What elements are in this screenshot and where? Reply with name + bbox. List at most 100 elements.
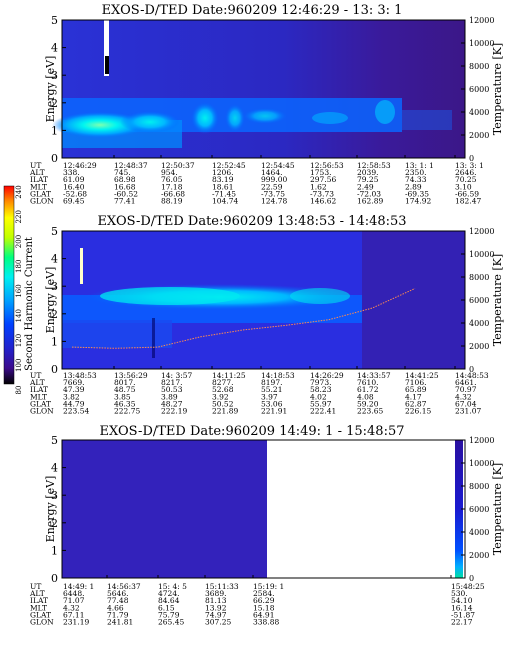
orbit-cell: 14:48:53 [455, 371, 489, 380]
orbit-cell: -51.87 [451, 610, 475, 619]
colorbar-ticks: 240 220 200 180 160 140 120 100 80 [15, 185, 23, 394]
orbit-cell: 70.97 [455, 385, 477, 394]
colorbar-tick-label: 180 [15, 260, 23, 273]
temperature-tick-label: 0 [469, 574, 474, 583]
orbit-row-label: UT [30, 161, 41, 170]
energy-tick-label: 5 [51, 14, 58, 27]
orbit-cell: 124.78 [261, 197, 287, 206]
orbit-cell: 338. [63, 168, 80, 177]
orbit-cell: 74.33 [405, 175, 427, 184]
orbit-cell: 222.75 [114, 407, 140, 416]
orbit-cell: 174.92 [405, 197, 431, 206]
energy-tick-label: 0 [51, 572, 58, 585]
orbit-row-label: GLON [30, 618, 54, 627]
orbit-cell: 231.07 [455, 407, 481, 416]
colorbar-tick-label: 160 [15, 284, 23, 297]
temperature-tick-label: 4000 [469, 108, 489, 117]
orbit-row-label: UT [30, 582, 41, 591]
orbit-cell: 18.61 [212, 182, 233, 191]
orbit-cell: 64.91 [253, 610, 274, 619]
orbit-cell: 16.14 [451, 603, 473, 612]
orbit-cell: 2.89 [405, 182, 422, 191]
orbit-cell: 3.10 [455, 182, 472, 191]
energy-tick-label: 2 [51, 97, 58, 110]
panel-2-temperature-trace [71, 288, 416, 349]
colorbar-tick-label: 220 [15, 210, 23, 223]
temperature-tick-label: 8000 [469, 62, 489, 71]
panel-3-title: EXOS-D/TED Date:960209 14:49: 1 - 15:48:… [100, 424, 405, 439]
temperature-tick-label: 8000 [469, 273, 489, 282]
orbit-cell: 7106. [405, 378, 426, 387]
orbit-cell: 338.88 [253, 618, 279, 627]
orbit-row-label: MLT [30, 603, 47, 612]
energy-tick-label: 4 [51, 462, 58, 475]
panel-2-y-ticks: 0 1 2 3 4 5 0 2000 4000 6000 8000 10000 12000 [51, 225, 494, 376]
orbit-cell: 2584. [253, 589, 274, 598]
orbit-cell: 13: 3: 1 [455, 161, 484, 170]
panel-2-spectrogram [62, 231, 465, 369]
orbit-cell: 222.19 [161, 407, 187, 416]
orbit-cell: 75.79 [158, 610, 180, 619]
temperature-tick-label: 10000 [469, 39, 494, 48]
orbit-row-label: ILAT [30, 175, 48, 184]
orbit-cell: 59.20 [357, 399, 379, 408]
orbit-cell: 16.40 [63, 182, 85, 191]
orbit-cell: 71.79 [107, 610, 129, 619]
orbit-cell: 48.75 [114, 385, 136, 394]
orbit-cell: 4.32 [455, 392, 472, 401]
panel-2: EXOS-D/TED Date:960209 13:48:53 - 14:48:… [29, 214, 504, 416]
orbit-cell: 88.19 [161, 197, 183, 206]
orbit-cell: 12:52:45 [212, 161, 246, 170]
orbit-cell: 54.10 [451, 596, 473, 605]
orbit-cell: 6448. [63, 589, 84, 598]
panel-3-ylabel: Energy [eV] [44, 476, 57, 543]
temperature-tick-label: 4000 [469, 319, 489, 328]
orbit-cell: 7669. [63, 378, 84, 387]
orbit-cell: 14:56:37 [107, 582, 141, 591]
orbit-cell: 7973. [310, 378, 331, 387]
orbit-cell: 84.64 [158, 596, 180, 605]
orbit-cell: 77.41 [114, 197, 135, 206]
temperature-tick-label: 4000 [469, 528, 489, 537]
orbit-cell: 3.92 [212, 392, 229, 401]
orbit-row-label: ALT [29, 589, 45, 598]
orbit-cell: 46.35 [114, 399, 136, 408]
orbit-cell: 1.62 [310, 182, 327, 191]
orbit-cell: 2350. [405, 168, 426, 177]
orbit-cell: -66.68 [161, 189, 185, 198]
panel-3-spectrogram [62, 440, 267, 578]
orbit-cell: 81.13 [205, 596, 227, 605]
panel-3-y-ticks: 0 1 2 3 4 5 0 2000 4000 6000 8000 10000 12000 [51, 434, 494, 585]
orbit-cell: 6461. [455, 378, 476, 387]
temperature-tick-label: 0 [469, 154, 474, 163]
orbit-cell: 12:50:37 [161, 161, 195, 170]
orbit-cell: 182.47 [455, 197, 481, 206]
energy-tick-label: 4 [51, 42, 58, 55]
orbit-cell: 231.19 [63, 618, 89, 627]
orbit-cell: -66.59 [455, 189, 479, 198]
orbit-cell: 297.56 [310, 175, 336, 184]
orbit-cell: 62.87 [405, 399, 427, 408]
orbit-cell: 1206. [212, 168, 233, 177]
orbit-cell: 12:58:53 [357, 161, 391, 170]
colorbar-tick-label: 120 [15, 334, 23, 347]
orbit-cell: 15.18 [253, 603, 275, 612]
panel-1-spectrogram [52, 20, 452, 148]
energy-tick-label: 3 [51, 280, 58, 293]
colorbar-tick-label: 140 [15, 309, 23, 322]
orbit-cell: 3.82 [63, 392, 80, 401]
orbit-cell: 4724. [158, 589, 179, 598]
panel-3-temperature-scale [455, 440, 463, 578]
orbit-cell: 13:56:29 [114, 371, 148, 380]
colorbar: 240 220 200 180 160 140 120 100 80 Second Harmon… [3, 185, 35, 394]
orbit-cell: 4.08 [357, 392, 374, 401]
orbit-cell: 223.65 [357, 407, 383, 416]
orbit-cell: 999.00 [261, 175, 287, 184]
orbit-cell: 4.02 [310, 392, 327, 401]
orbit-row-label: GLAT [30, 399, 51, 408]
orbit-cell: 67.04 [455, 399, 477, 408]
orbit-cell: 74.97 [205, 610, 227, 619]
orbit-cell: 58.23 [310, 385, 332, 394]
orbit-cell: -60.52 [114, 189, 138, 198]
